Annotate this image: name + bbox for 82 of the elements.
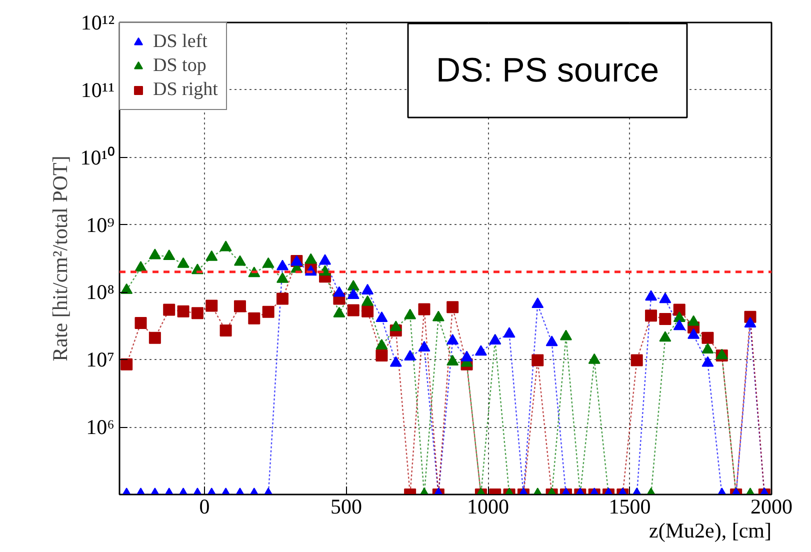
point [234, 300, 246, 312]
legend-label: DS right [153, 79, 218, 101]
x-tick-label: 0 [199, 494, 210, 518]
point [390, 356, 402, 367]
legend-label: DS left [153, 31, 208, 53]
y-axis-title: Rate [hit/cm²/total POT] [48, 156, 72, 362]
point [206, 250, 218, 261]
point [148, 332, 161, 344]
point [134, 260, 147, 272]
point [404, 308, 416, 320]
point [673, 311, 686, 322]
point [319, 254, 332, 265]
point [134, 316, 147, 329]
legend-label: DS top [153, 55, 206, 77]
point [702, 342, 714, 354]
point [376, 339, 388, 350]
point [177, 257, 190, 268]
point [234, 255, 246, 266]
point [148, 248, 161, 260]
point [702, 356, 714, 367]
point [206, 300, 218, 312]
point [460, 350, 473, 362]
point [276, 272, 288, 283]
point [474, 345, 487, 356]
point [446, 334, 459, 345]
y-tick-label: 10⁸ [86, 280, 115, 304]
point [432, 310, 444, 322]
y-tick-label: 10⁷ [86, 348, 115, 372]
point [688, 315, 700, 326]
point [716, 348, 728, 360]
point [333, 306, 346, 318]
x-tick-label: 500 [330, 494, 362, 518]
point [191, 307, 204, 320]
point [163, 304, 176, 316]
point [347, 304, 360, 316]
point [588, 353, 600, 364]
point [659, 292, 672, 304]
point [503, 327, 516, 338]
point [645, 290, 658, 301]
x-tick-label: 1500 [608, 494, 651, 518]
point [376, 311, 388, 322]
point [418, 303, 430, 316]
point [659, 331, 672, 342]
point [673, 320, 686, 330]
x-tick-label: 1000 [467, 494, 510, 518]
point [673, 304, 686, 316]
x-tick-label: 2000 [750, 494, 792, 518]
point [362, 284, 374, 294]
point [220, 240, 232, 252]
point [362, 295, 374, 306]
point [404, 350, 416, 361]
point [248, 312, 260, 324]
point [347, 280, 360, 291]
point [120, 283, 133, 294]
y-tick-label: 10⁹ [86, 212, 115, 237]
point [645, 310, 658, 322]
y-tick-label: 10⁶ [86, 415, 115, 440]
point [304, 253, 317, 264]
point [276, 260, 288, 270]
point [532, 298, 544, 308]
point [546, 336, 558, 346]
point [446, 301, 459, 314]
y-tick-label: 10¹² [80, 10, 114, 34]
point [362, 305, 374, 318]
point [333, 286, 346, 297]
point [390, 320, 402, 332]
point [276, 292, 288, 305]
point [702, 332, 714, 344]
point [446, 354, 459, 366]
point [262, 306, 274, 318]
point [744, 316, 756, 328]
point [418, 340, 430, 352]
point [163, 250, 176, 260]
y-tick-label: 10¹¹ [80, 78, 114, 102]
point [177, 305, 190, 318]
annotation: DS: PS source [436, 52, 659, 90]
point [262, 257, 274, 268]
point [688, 328, 700, 339]
point [347, 288, 360, 299]
y-tick-label: 10¹⁰ [80, 145, 114, 170]
x-axis-title: z(Mu2e), [cm] [649, 518, 772, 542]
point [560, 330, 572, 340]
